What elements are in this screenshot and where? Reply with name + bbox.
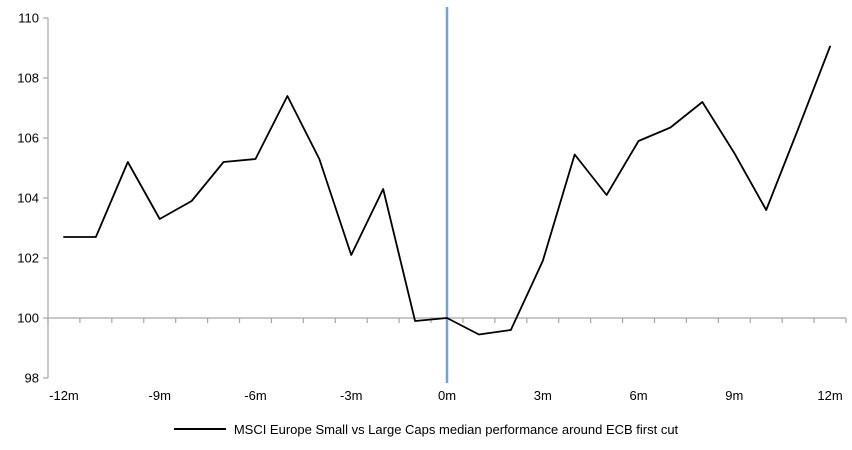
line-chart: 110 108 106 104 102 100 98 -12m -9m -6m -3m 0m 3m 6m 9… <box>17 7 847 403</box>
y-axis-label: 108 <box>17 71 39 86</box>
y-axis-label: 104 <box>17 191 39 206</box>
chart-legend: MSCI Europe Small vs Large Caps median p… <box>0 418 852 440</box>
x-axis-label: 3m <box>534 388 552 403</box>
x-axis-label: -3m <box>340 388 362 403</box>
legend-line-sample <box>173 428 226 430</box>
x-axis-label: -12m <box>49 388 79 403</box>
y-axis-label: 106 <box>17 131 39 146</box>
x-axis-label: 9m <box>725 388 743 403</box>
y-axis-label: 110 <box>18 11 39 26</box>
legend-label: MSCI Europe Small vs Large Caps median p… <box>233 421 679 437</box>
series-line <box>63 45 831 336</box>
x-axis-label: 6m <box>629 388 647 403</box>
y-axis-label: 98 <box>25 371 39 386</box>
x-axis-label: 12m <box>817 388 842 403</box>
x-axis-label: -9m <box>149 388 171 403</box>
x-axis-label: 0m <box>438 388 456 403</box>
x-axis-label: -6m <box>244 388 266 403</box>
y-axis-label: 100 <box>17 311 39 326</box>
y-axis-label: 102 <box>17 251 39 266</box>
